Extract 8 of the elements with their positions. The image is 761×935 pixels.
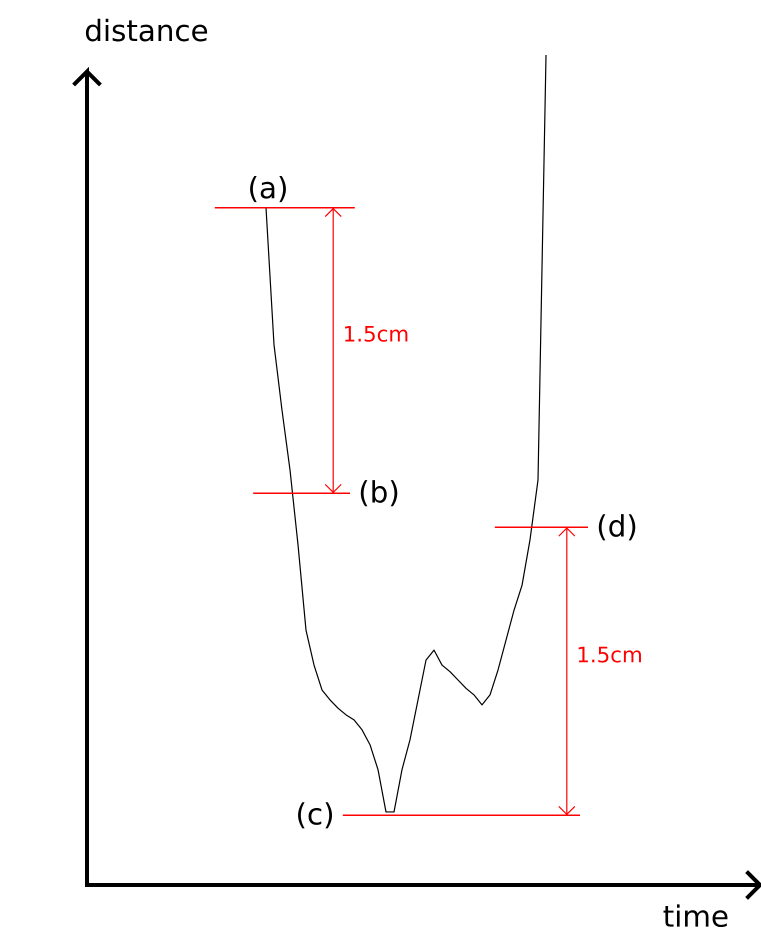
ref-line-label: (a): [250, 176, 286, 202]
ref-line-label: (d): [598, 514, 636, 540]
y-axis-title: distance: [86, 18, 208, 42]
ref-line-label: (b): [360, 480, 398, 506]
annotation: 1.5cm: [578, 646, 641, 663]
x-axis-title: time: [664, 904, 728, 928]
annotation: 1.5cm: [345, 326, 408, 342]
ref-line-label: (c): [298, 802, 332, 828]
